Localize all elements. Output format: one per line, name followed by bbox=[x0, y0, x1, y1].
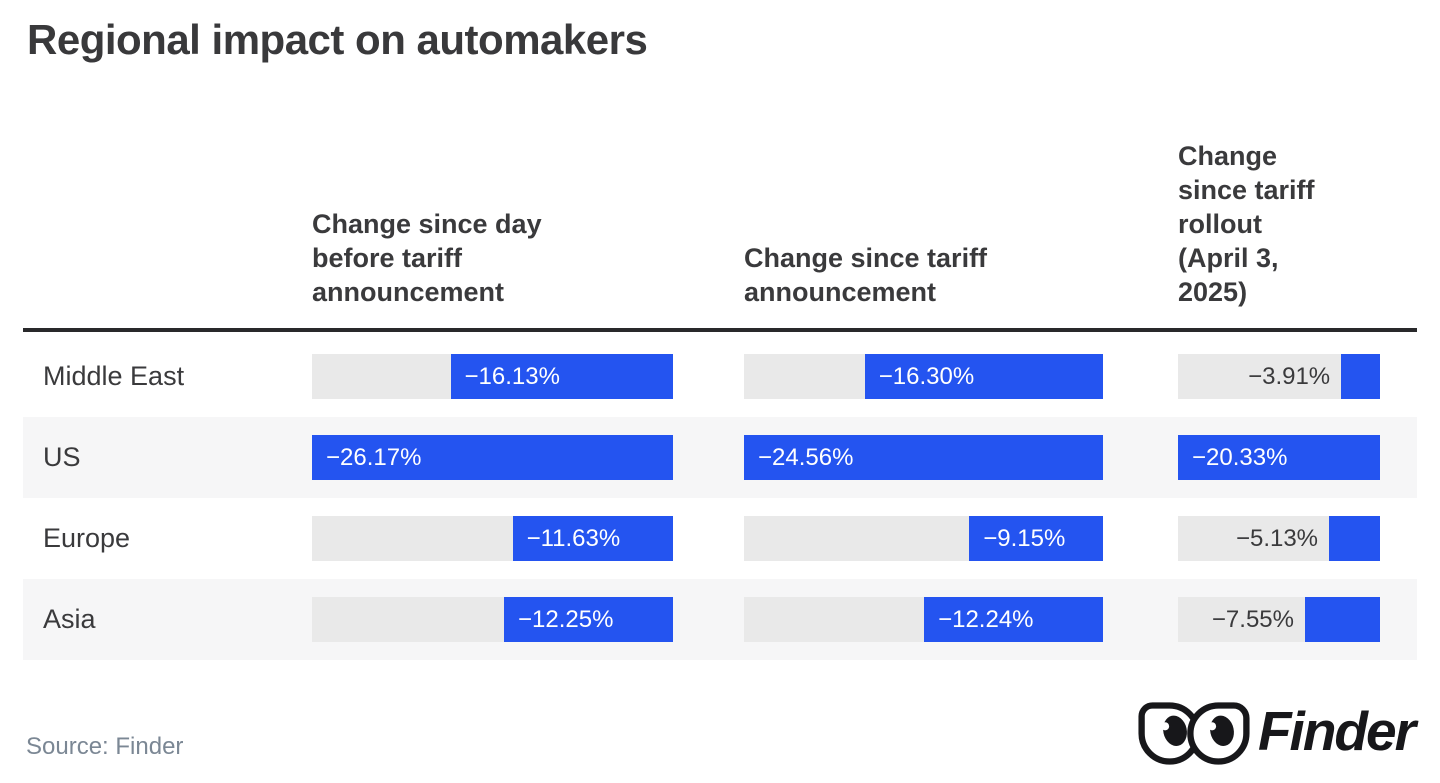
bar-cell: −24.56% bbox=[744, 417, 1103, 498]
bar-value: −11.63% bbox=[526, 524, 621, 552]
bar-track: −5.13% bbox=[1178, 516, 1380, 561]
bar-cell: −11.63% bbox=[312, 498, 673, 579]
column-header-since-announcement: Change since tariff announcement bbox=[744, 243, 988, 307]
bar-value: −16.13% bbox=[464, 362, 560, 390]
column-header-since-rollout: Change since tariff rollout (April 3, 20… bbox=[1178, 141, 1315, 307]
bar bbox=[1304, 597, 1380, 642]
bar-track: −9.15% bbox=[744, 516, 1103, 561]
bar-cell: −26.17% bbox=[312, 417, 673, 498]
bar: −24.56% bbox=[744, 435, 1103, 480]
row-label: Middle East bbox=[43, 361, 185, 391]
bar-cell: −16.30% bbox=[744, 336, 1103, 417]
table-row: Europe −11.63% −9.15% −5.13% bbox=[23, 498, 1417, 579]
bar-value: −12.25% bbox=[518, 605, 614, 633]
bar: −11.63% bbox=[512, 516, 673, 561]
bar-cell: −7.55% bbox=[1178, 579, 1380, 660]
finder-logo: Finder bbox=[1138, 699, 1416, 767]
bar-track: −12.25% bbox=[312, 597, 673, 642]
bar-value: −12.24% bbox=[938, 605, 1034, 633]
bar-cell: −5.13% bbox=[1178, 498, 1380, 579]
row-label: Asia bbox=[43, 604, 96, 634]
bar-track: −16.13% bbox=[312, 354, 673, 399]
bar-track: −7.55% bbox=[1178, 597, 1380, 642]
bar-cell: −16.13% bbox=[312, 336, 673, 417]
row-label: US bbox=[43, 442, 81, 472]
bar-value: −26.17% bbox=[326, 443, 422, 471]
row-label: Europe bbox=[43, 523, 131, 553]
bar-cell: −12.25% bbox=[312, 579, 673, 660]
bar-track: −12.24% bbox=[744, 597, 1103, 642]
table-header: Change since day before tariff announcem… bbox=[23, 0, 1417, 332]
column-header-day-before-announcement: Change since day before tariff announcem… bbox=[312, 209, 542, 307]
bar-value: −16.30% bbox=[878, 362, 975, 390]
table-body: Middle East −16.13% −16.30% −3.91% US −26.17%… bbox=[23, 336, 1417, 660]
bar: −12.25% bbox=[504, 597, 673, 642]
bar-track: −26.17% bbox=[312, 435, 673, 480]
page-title: Regional impact on automakers bbox=[27, 16, 648, 63]
bar-track: −11.63% bbox=[312, 516, 673, 561]
bar: −16.13% bbox=[450, 354, 673, 399]
bar-track: −3.91% bbox=[1178, 354, 1380, 399]
bar-cell: −20.33% bbox=[1178, 417, 1380, 498]
bar-cell: −9.15% bbox=[744, 498, 1103, 579]
table-row: Asia −12.25% −12.24% −7.55% bbox=[23, 579, 1417, 660]
bar: −16.30% bbox=[864, 354, 1103, 399]
finder-wordmark: Finder bbox=[1257, 700, 1416, 762]
bar-value: −20.33% bbox=[1192, 443, 1288, 471]
finder-eyes-icon bbox=[1138, 701, 1250, 765]
bar-track: −20.33% bbox=[1178, 435, 1380, 480]
bar-value: −3.91% bbox=[1248, 362, 1331, 390]
bar: −9.15% bbox=[969, 516, 1103, 561]
bar-track: −16.30% bbox=[744, 354, 1103, 399]
table-row: Middle East −16.13% −16.30% −3.91% bbox=[23, 336, 1417, 417]
table-row: US −26.17% −24.56% −20.33% bbox=[23, 417, 1417, 498]
bar-value: −7.55% bbox=[1211, 605, 1294, 633]
bar-cell: −12.24% bbox=[744, 579, 1103, 660]
bar-value: −5.13% bbox=[1235, 524, 1319, 552]
bar: −26.17% bbox=[312, 435, 673, 480]
bar-track: −24.56% bbox=[744, 435, 1103, 480]
bar bbox=[1329, 516, 1380, 561]
bar: −20.33% bbox=[1178, 435, 1380, 480]
source-attribution: Source: Finder bbox=[26, 733, 184, 760]
bar: −12.24% bbox=[924, 597, 1103, 642]
bar-cell: −3.91% bbox=[1178, 336, 1380, 417]
bar-value: −9.15% bbox=[983, 524, 1066, 552]
bar bbox=[1341, 354, 1380, 399]
bar-value: −24.56% bbox=[758, 443, 854, 471]
